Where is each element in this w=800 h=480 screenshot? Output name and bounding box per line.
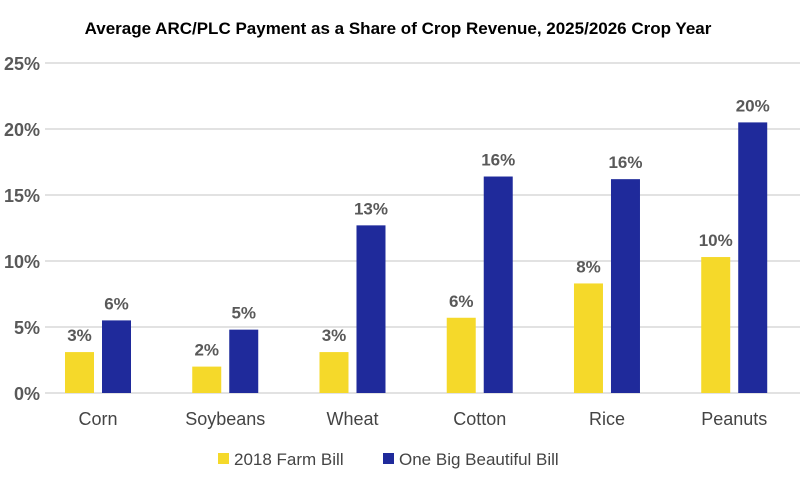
y-tick-label: 0%: [14, 384, 40, 404]
bar-soybeans-one-big-beautiful-bill: [229, 329, 259, 393]
y-tick-label: 25%: [4, 54, 40, 74]
y-tick-label: 5%: [14, 318, 40, 338]
data-label: 6%: [449, 292, 474, 311]
legend-label: One Big Beautiful Bill: [399, 450, 559, 469]
bar-wheat-2018-farm-bill: [319, 352, 349, 393]
y-tick-label: 15%: [4, 186, 40, 206]
data-label: 5%: [231, 304, 256, 323]
data-label: 3%: [67, 326, 92, 345]
data-label: 13%: [354, 199, 388, 218]
y-axis: 0% 5% 10% 15% 20% 25%: [4, 54, 40, 404]
y-tick-label: 10%: [4, 252, 40, 272]
legend-swatch: [218, 453, 229, 464]
legend: 2018 Farm Bill One Big Beautiful Bill: [218, 450, 559, 469]
bar-cotton-one-big-beautiful-bill: [483, 176, 513, 393]
data-label: 10%: [699, 231, 733, 250]
legend-label: 2018 Farm Bill: [234, 450, 344, 469]
data-label: 16%: [481, 151, 515, 170]
x-axis: Corn Soybeans Wheat Cotton Rice Peanuts: [78, 409, 767, 429]
x-tick-label: Corn: [78, 409, 117, 429]
data-label: 3%: [322, 326, 347, 345]
data-label: 2%: [194, 341, 219, 360]
y-tick-label: 20%: [4, 120, 40, 140]
bar-corn-one-big-beautiful-bill: [102, 320, 131, 393]
x-tick-label: Wheat: [326, 409, 378, 429]
x-tick-label: Peanuts: [701, 409, 767, 429]
x-tick-label: Cotton: [453, 409, 506, 429]
x-tick-label: Soybeans: [185, 409, 265, 429]
data-label: 6%: [104, 294, 129, 313]
data-label: 16%: [608, 153, 642, 172]
legend-swatch: [383, 453, 394, 464]
bar-wheat-one-big-beautiful-bill: [356, 225, 386, 393]
bar-corn-2018-farm-bill: [65, 352, 94, 393]
bars: 3% 6% 2% 5% 3% 13% 6% 16% 8% 16% 10% 20%: [65, 96, 770, 394]
data-label: 20%: [736, 96, 770, 115]
bar-rice-one-big-beautiful-bill: [610, 179, 640, 393]
bar-peanuts-2018-farm-bill: [701, 257, 731, 393]
bar-rice-2018-farm-bill: [573, 283, 603, 393]
bar-peanuts-one-big-beautiful-bill: [738, 122, 768, 394]
gridlines: [45, 62, 800, 394]
bar-soybeans-2018-farm-bill: [192, 366, 222, 393]
bar-cotton-2018-farm-bill: [446, 317, 476, 393]
data-label: 8%: [576, 257, 601, 276]
x-tick-label: Rice: [589, 409, 625, 429]
chart-title: Average ARC/PLC Payment as a Share of Cr…: [85, 19, 712, 38]
